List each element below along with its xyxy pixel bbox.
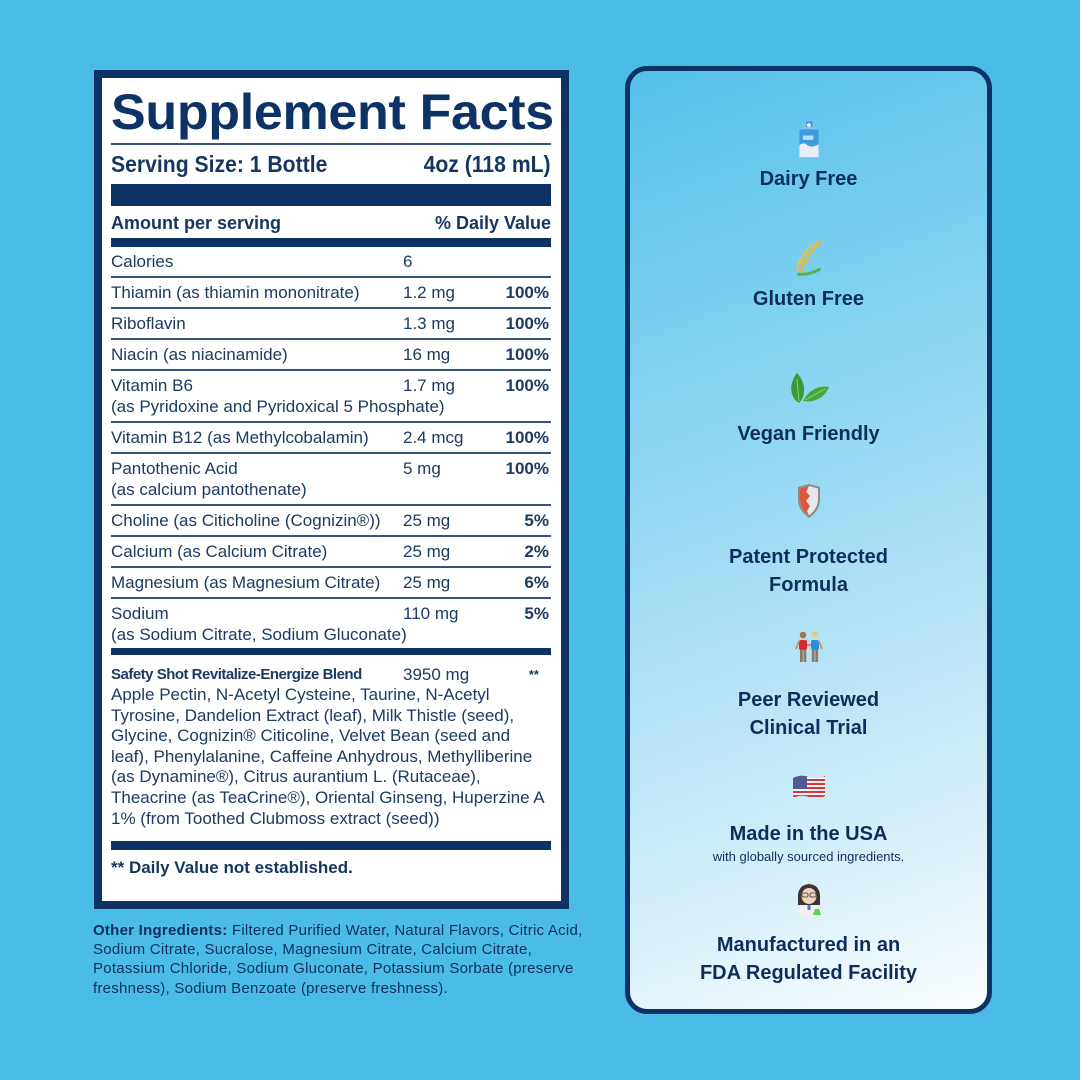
label-title: Supplement Facts bbox=[111, 84, 554, 140]
serving-size-label: Serving Size: 1 Bottle bbox=[111, 151, 328, 177]
divider-bar bbox=[111, 238, 551, 247]
badge-gluten-free: Gluten Free bbox=[630, 237, 987, 313]
other-ingredients: Other Ingredients: Filtered Purified Wat… bbox=[93, 921, 583, 998]
divider-bar bbox=[111, 841, 551, 851]
nutrient-dv: 100% bbox=[505, 459, 549, 478]
nutrient-amount: 1.2 mg bbox=[403, 283, 455, 302]
nutrient-amount: 16 mg bbox=[403, 345, 451, 364]
nutrient-name: Choline (as Citicholine (Cognizin®)) bbox=[111, 511, 381, 530]
badge-title: Vegan Friendly bbox=[737, 423, 880, 445]
nutrient-amount: 1.7 mg bbox=[403, 376, 455, 395]
other-ingredients-heading: Other Ingredients: bbox=[93, 922, 228, 939]
nutrient-dv: 5% bbox=[524, 604, 549, 623]
nutrient-amount: 110 mg bbox=[403, 604, 459, 623]
product-badges-panel: Dairy Free Gluten Free Vegan Friendly bbox=[625, 66, 992, 1014]
nutrient-amount: 6 bbox=[403, 252, 413, 271]
nutrient-dv: 5% bbox=[524, 511, 549, 530]
nutrient-dv: 100% bbox=[505, 428, 549, 447]
wheat-icon bbox=[795, 239, 822, 276]
nutrient-row-vitamin-b6: Vitamin B6 1.7 mg 100% (as Pyridoxine an… bbox=[111, 371, 551, 423]
amount-header: Amount per serving bbox=[111, 213, 282, 233]
other-ingredients-text: Filtered Purified Water, Natural Flavors… bbox=[93, 922, 583, 997]
blend-dv: ** bbox=[528, 667, 539, 682]
nutrient-source: (as calcium pantothenate) bbox=[111, 480, 307, 499]
nutrient-dv: 2% bbox=[524, 542, 549, 561]
blend-amount: 3950 mg bbox=[403, 665, 470, 684]
nutrient-row-calories: Calories 6 bbox=[111, 247, 551, 278]
nutrient-name: Thiamin (as thiamin mononitrate) bbox=[111, 283, 360, 302]
nutrient-amount: 2.4 mcg bbox=[403, 428, 464, 447]
nutrient-name: Calcium (as Calcium Citrate) bbox=[111, 542, 328, 561]
badge-title-line1: Manufactured in an bbox=[716, 934, 901, 956]
nutrient-row-pantothenic-acid: Pantothenic Acid 5 mg 100% (as calcium p… bbox=[111, 454, 551, 506]
milk-carton-icon bbox=[798, 120, 819, 158]
amount-header-row: Amount per serving % Daily Value bbox=[111, 213, 551, 233]
nutrient-name: Vitamin B6 bbox=[111, 376, 193, 395]
nutrient-source: (as Pyridoxine and Pyridoxical 5 Phospha… bbox=[111, 397, 445, 416]
nutrient-row-choline: Choline (as Citicholine (Cognizin®)) 25 … bbox=[111, 506, 551, 537]
nutrient-name: Vitamin B12 (as Methylcobalamin) bbox=[111, 428, 369, 447]
nutrient-dv: 100% bbox=[505, 314, 549, 333]
nutrient-row-sodium: Sodium 110 mg 5% (as Sodium Citrate, Sod… bbox=[111, 599, 551, 647]
nutrient-dv bbox=[483, 251, 551, 272]
nutrient-amount: 25 mg bbox=[403, 542, 451, 561]
nutrient-rows: Calories 6 Thiamin (as thiamin mononitra… bbox=[111, 247, 551, 647]
badge-made-in-usa: Made in the USA with globally sourced in… bbox=[630, 768, 987, 865]
blend-name: Safety Shot Revitalize-Energize Blend bbox=[111, 666, 362, 683]
nutrient-row-magnesium: Magnesium (as Magnesium Citrate) 25 mg 6… bbox=[111, 568, 551, 599]
nutrient-amount: 1.3 mg bbox=[403, 314, 455, 333]
badge-title-line2: Formula bbox=[769, 574, 848, 596]
nutrient-source: (as Sodium Citrate, Sodium Gluconate) bbox=[111, 625, 407, 644]
nutrient-row-thiamin: Thiamin (as thiamin mononitrate) 1.2 mg … bbox=[111, 278, 551, 309]
divider-bar bbox=[111, 648, 551, 655]
divider bbox=[111, 143, 551, 145]
badge-title: Dairy Free bbox=[759, 168, 858, 190]
nutrient-name: Riboflavin bbox=[111, 314, 186, 333]
nutrient-row-riboflavin: Riboflavin 1.3 mg 100% bbox=[111, 309, 551, 340]
nutrient-dv: 6% bbox=[524, 573, 549, 592]
nutrient-name: Pantothenic Acid bbox=[111, 459, 238, 478]
badge-fda-facility: Manufactured in an FDA Regulated Facilit… bbox=[630, 879, 987, 987]
people-holding-hands-icon bbox=[794, 631, 823, 662]
nutrient-dv: 100% bbox=[505, 283, 549, 302]
serving-size-value: 4oz (118 mL) bbox=[423, 151, 551, 177]
daily-value-header: % Daily Value bbox=[434, 213, 551, 233]
badge-peer-reviewed: Peer Reviewed Clinical Trial bbox=[630, 628, 987, 742]
badge-title: Gluten Free bbox=[752, 288, 865, 310]
divider-bar bbox=[111, 184, 551, 206]
daily-value-footnote: ** Daily Value not established. bbox=[111, 858, 353, 878]
badge-vegan-friendly: Vegan Friendly bbox=[630, 368, 987, 448]
nutrient-name: Magnesium (as Magnesium Citrate) bbox=[111, 573, 381, 592]
proprietary-blend: Safety Shot Revitalize-Energize Blend 39… bbox=[111, 655, 551, 829]
badge-title-line1: Peer Reviewed bbox=[737, 689, 880, 711]
badge-title: Made in the USA bbox=[729, 823, 888, 845]
nutrient-dv: 100% bbox=[505, 345, 549, 364]
badge-title-line2: FDA Regulated Facility bbox=[699, 962, 918, 984]
nutrient-amount: 25 mg bbox=[403, 511, 451, 530]
nutrient-name: Niacin (as niacinamide) bbox=[111, 345, 288, 364]
shield-icon bbox=[797, 484, 820, 518]
nutrient-row-calcium: Calcium (as Calcium Citrate) 25 mg 2% bbox=[111, 537, 551, 568]
badge-title-line1: Patent Protected bbox=[729, 546, 888, 568]
badge-subtitle: with globally sourced ingredients. bbox=[712, 849, 905, 864]
scientist-icon bbox=[797, 884, 821, 915]
blend-ingredients: Apple Pectin, N-Acetyl Cysteine, Taurine… bbox=[111, 685, 544, 828]
leaves-icon bbox=[790, 373, 829, 403]
nutrient-amount: 25 mg bbox=[403, 573, 451, 592]
nutrient-amount: 5 mg bbox=[403, 459, 441, 478]
serving-size-row: Serving Size: 1 Bottle 4oz (118 mL) bbox=[111, 151, 551, 177]
badge-patent-protected: Patent Protected Formula bbox=[630, 481, 987, 599]
badge-dairy-free: Dairy Free bbox=[630, 119, 987, 193]
nutrient-dv: 100% bbox=[505, 376, 549, 395]
badge-title-line2: Clinical Trial bbox=[749, 717, 868, 739]
blend-header: Safety Shot Revitalize-Energize Blend 39… bbox=[111, 665, 551, 685]
us-flag-icon bbox=[792, 775, 825, 799]
nutrient-row-vitamin-b12: Vitamin B12 (as Methylcobalamin) 2.4 mcg… bbox=[111, 423, 551, 454]
nutrient-name: Calories bbox=[111, 252, 174, 271]
nutrient-name: Sodium bbox=[111, 604, 169, 623]
supplement-facts-label: Supplement Facts Serving Size: 1 Bottle … bbox=[94, 70, 569, 909]
nutrient-row-niacin: Niacin (as niacinamide) 16 mg 100% bbox=[111, 340, 551, 371]
